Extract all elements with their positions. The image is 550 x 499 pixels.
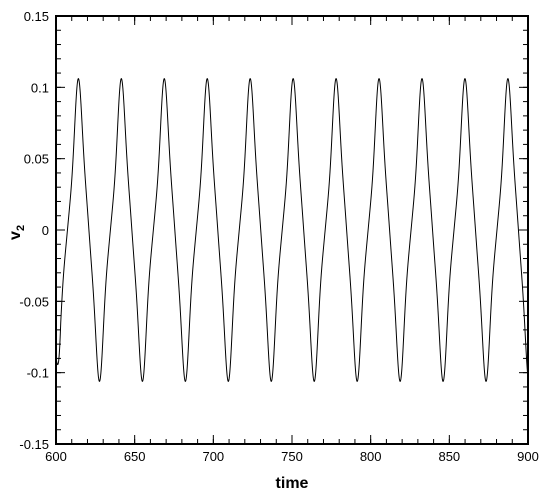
x-tick-label: 750 <box>281 449 303 464</box>
y-tick-label: 0.05 <box>24 152 49 167</box>
y-tick-label: -0.05 <box>19 294 49 309</box>
series-line <box>55 77 529 383</box>
y-axis-label: v 2 <box>7 225 27 240</box>
x-tick-label: 700 <box>202 449 224 464</box>
axis-ticks <box>55 15 529 445</box>
x-axis-label: time <box>276 475 309 492</box>
y-tick-label: 0 <box>42 223 49 238</box>
x-tick-label: 900 <box>517 449 539 464</box>
y-tick-label: -0.1 <box>27 366 49 381</box>
tick-labels: 600 650 700 750 800 850 900 -0.15 -0.1 -0.05 0 0.05… <box>19 9 538 464</box>
y-tick-label: 0.1 <box>31 80 49 95</box>
x-tick-label: 800 <box>360 449 382 464</box>
plot-frame <box>55 15 529 445</box>
y-axis-label-subscript: 2 <box>15 225 27 231</box>
y-axis-label-main: v <box>7 231 24 240</box>
x-tick-label: 850 <box>438 449 460 464</box>
y-tick-label: 0.15 <box>24 9 49 24</box>
x-tick-label: 650 <box>124 449 146 464</box>
x-tick-label: 600 <box>45 449 67 464</box>
y-tick-label: -0.15 <box>19 437 49 452</box>
